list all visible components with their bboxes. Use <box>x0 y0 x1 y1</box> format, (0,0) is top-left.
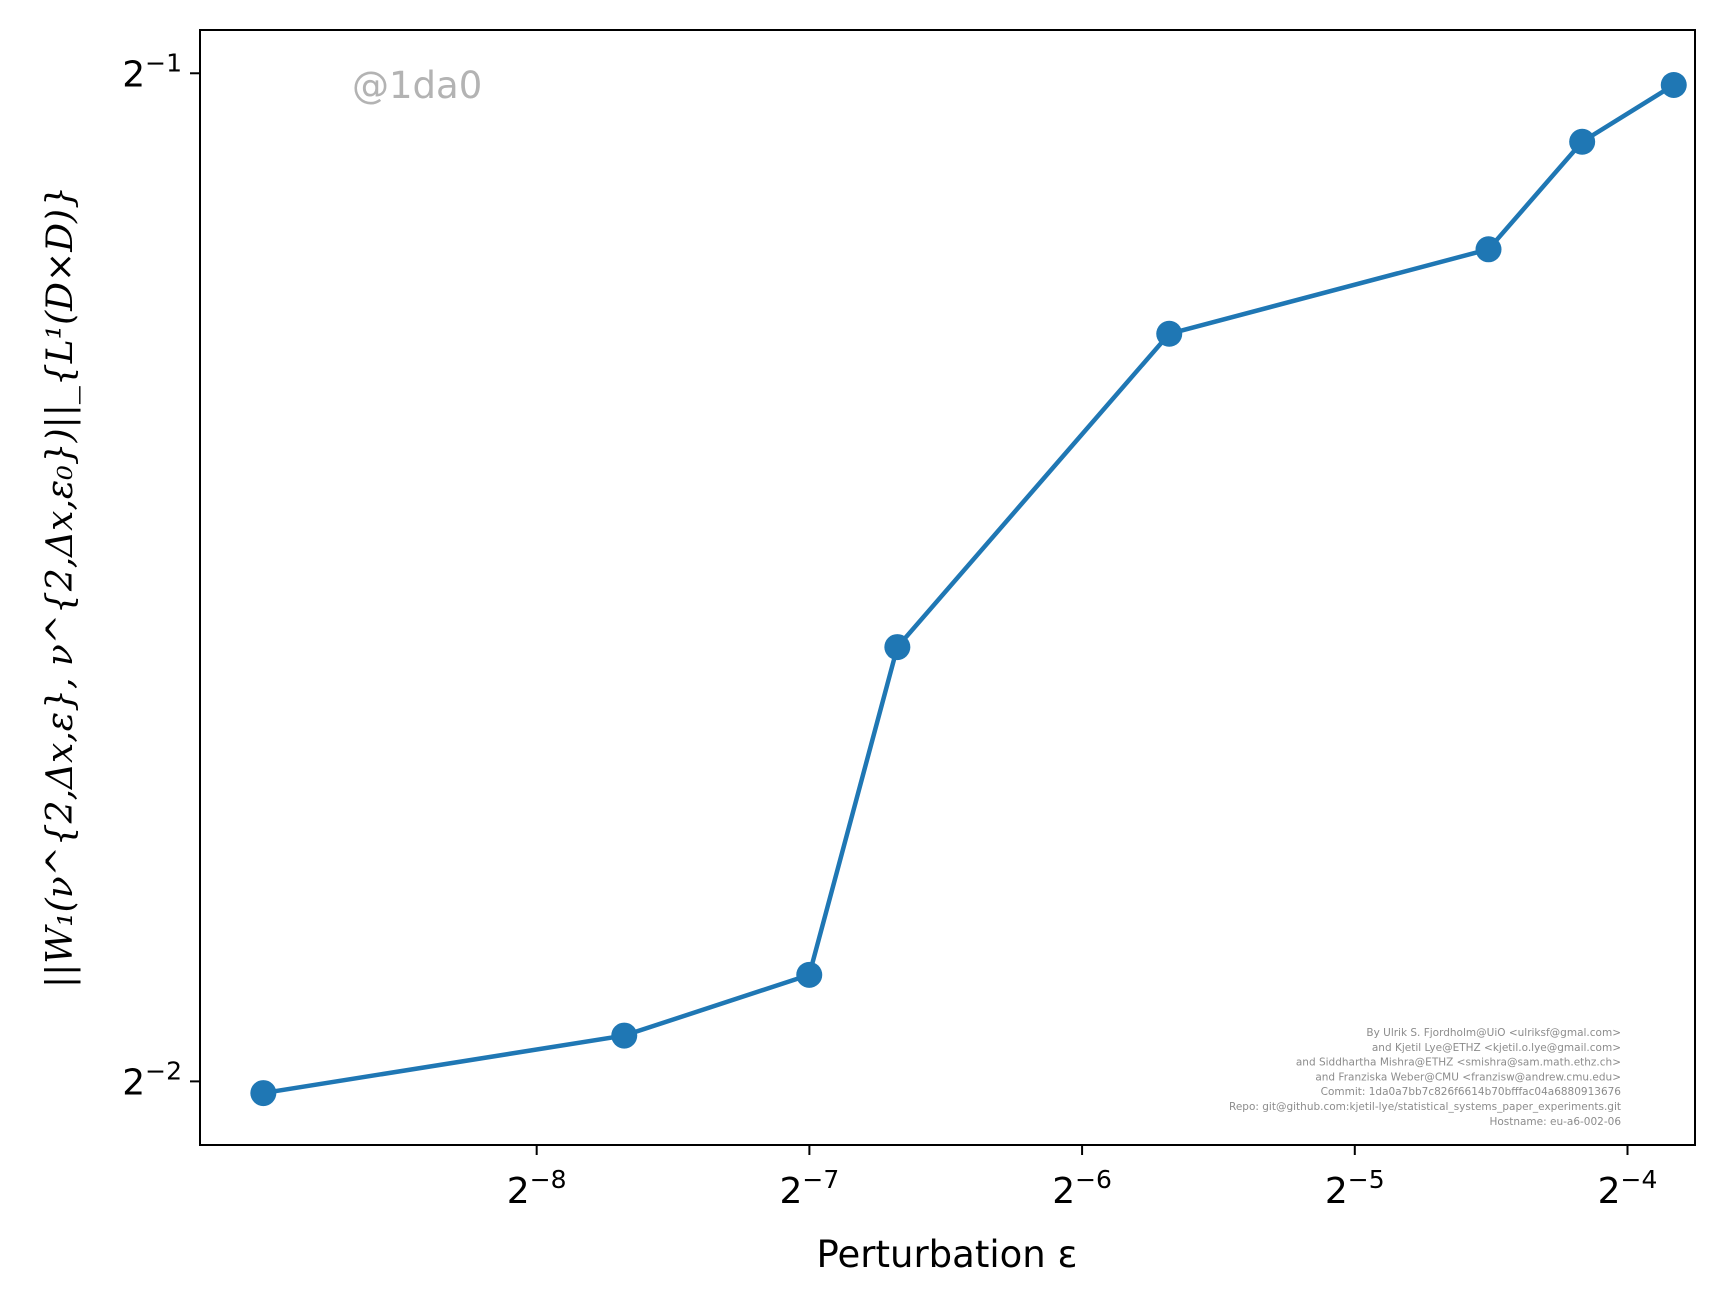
x-tick-base: 2 <box>507 1171 530 1212</box>
data-point <box>1156 320 1183 347</box>
x-tick-base: 2 <box>1325 1171 1348 1212</box>
credit-line: Hostname: eu-a6-002-06 <box>1489 1116 1621 1128</box>
watermark-label: @1da0 <box>352 64 482 107</box>
data-point <box>796 961 823 988</box>
data-point <box>250 1080 277 1107</box>
data-point <box>884 634 911 661</box>
y-tick-base: 2 <box>122 1062 145 1103</box>
x-tick-label: 2−8 <box>507 1165 567 1212</box>
credit-line: and Kjetil Lye@ETHZ <kjetil.o.lye@gmail.… <box>1372 1042 1621 1054</box>
x-tick-label: 2−4 <box>1598 1165 1658 1212</box>
x-tick-exponent: −6 <box>1075 1165 1112 1194</box>
x-tick-exponent: −5 <box>1348 1165 1385 1194</box>
credits-block: By Ulrik S. Fjordholm@UiO <ulriksf@gmal.… <box>1229 1027 1621 1128</box>
series-line <box>261 82 1677 1096</box>
x-tick-label: 2−7 <box>779 1165 839 1212</box>
y-tick-label: 2−1 <box>122 48 182 95</box>
series-layer <box>250 71 1687 1107</box>
x-tick-exponent: −7 <box>802 1165 839 1194</box>
y-tick-exponent: −2 <box>145 1056 182 1085</box>
data-point <box>1569 128 1596 155</box>
x-tick-label: 2−5 <box>1325 1165 1385 1212</box>
x-tick-base: 2 <box>1052 1171 1075 1212</box>
data-point <box>1475 236 1502 263</box>
credit-line: and Siddhartha Mishra@ETHZ <smishra@sam.… <box>1296 1057 1621 1069</box>
x-tick-exponent: −8 <box>530 1165 567 1194</box>
x-tick-exponent: −4 <box>1621 1165 1658 1194</box>
credit-line: Repo: git@github.com:kjetil-lye/statisti… <box>1229 1101 1621 1113</box>
y-tick-label: 2−2 <box>122 1056 182 1103</box>
data-point <box>1660 71 1687 98</box>
credit-line: and Franziska Weber@CMU <franzisw@andrew… <box>1315 1071 1621 1083</box>
x-tick-base: 2 <box>1598 1171 1621 1212</box>
y-tick-base: 2 <box>122 54 145 95</box>
y-axis-label: ||W₁(ν^{2,Δx,ε}, ν^{2,Δx,ε₀})||_{L¹(D×D)… <box>40 186 81 988</box>
x-tick-label: 2−6 <box>1052 1165 1112 1212</box>
y-axis-ticks: 2−22−1 <box>122 48 200 1103</box>
plot-area <box>199 29 1696 1146</box>
data-point <box>611 1022 638 1049</box>
credit-line: By Ulrik S. Fjordholm@UiO <ulriksf@gmal.… <box>1366 1027 1621 1039</box>
y-axis-label-text: ||W₁(ν^{2,Δx,ε}, ν^{2,Δx,ε₀})||_{L¹(D×D)… <box>40 186 81 988</box>
x-tick-base: 2 <box>779 1171 802 1212</box>
x-axis-label: Perturbation ε <box>817 1233 1078 1276</box>
y-tick-exponent: −1 <box>145 48 182 77</box>
credit-line: Commit: 1da0a7bb7c826f6614b70bfffac04a68… <box>1321 1086 1622 1098</box>
axes-frame <box>199 29 1696 1146</box>
x-axis-ticks: 2−8 2−7 2−6 2−5 2−4 <box>507 1145 1658 1212</box>
